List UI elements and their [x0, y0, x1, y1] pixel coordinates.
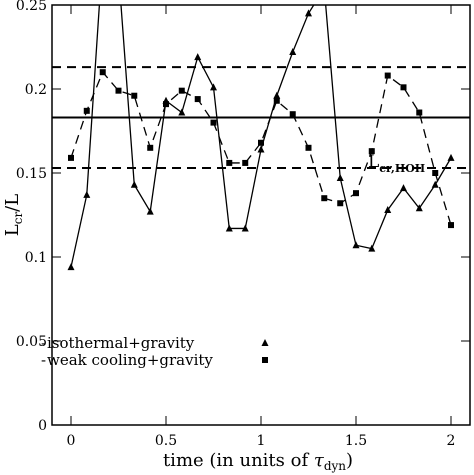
marker-square: [353, 190, 359, 197]
x-tick-label: 1.5: [345, 433, 367, 449]
legend-label: isothermal+gravity: [47, 334, 195, 352]
y-tick-label: 0.2: [25, 82, 47, 98]
marker-square: [321, 195, 328, 202]
marker-square: [305, 144, 312, 151]
marker-square: [262, 357, 268, 363]
marker-triangle: [336, 174, 344, 182]
marker-triangle: [83, 190, 91, 198]
marker-square: [131, 92, 138, 99]
marker-square: [416, 109, 423, 116]
marker-triangle: [194, 53, 202, 61]
marker-square: [178, 87, 185, 94]
y-tick-label: 0: [38, 418, 47, 434]
legend-dash: -: [41, 351, 46, 369]
y-tick-label: 0.1: [25, 250, 47, 266]
marker-triangle: [178, 108, 186, 116]
marker-square: [210, 119, 217, 126]
marker-triangle: [241, 224, 249, 232]
marker-triangle: [257, 145, 265, 153]
x-tick-label: 0: [67, 433, 76, 449]
y-tick-label: 0.15: [16, 166, 47, 182]
x-axis-label: time (in units of τdyn): [163, 450, 353, 473]
marker-square: [163, 101, 169, 108]
y-axis-label: Lcr/L: [2, 194, 25, 236]
x-tick-label: 1: [257, 433, 266, 449]
marker-square: [432, 170, 439, 176]
marker-square: [337, 200, 344, 207]
marker-triangle: [400, 184, 407, 192]
x-label-close: ): [346, 450, 353, 471]
marker-square: [68, 154, 74, 161]
series-line: [70, 5, 452, 268]
annotation-text: L: [368, 152, 379, 172]
marker-square: [83, 107, 90, 114]
marker-square: [147, 144, 154, 151]
marker-triangle: [447, 153, 455, 161]
marker-triangle: [225, 224, 233, 232]
y-tick-label: 0.05: [16, 334, 47, 350]
marker-square: [258, 139, 264, 146]
marker-square: [384, 72, 391, 79]
annotation: Lcr,HOII: [368, 152, 425, 175]
x-label-symbol: τ: [314, 450, 325, 471]
marker-triangle: [67, 263, 75, 271]
marker-square: [226, 159, 233, 166]
marker-square: [400, 84, 407, 91]
marker-triangle: [146, 207, 154, 215]
marker-square: [448, 222, 454, 229]
marker-triangle: [415, 204, 423, 212]
marker-square: [242, 159, 249, 166]
y-tick-label: 0.25: [16, 0, 47, 14]
marker-triangle: [289, 48, 297, 56]
marker-triangle: [261, 339, 269, 346]
marker-square: [99, 69, 106, 76]
marker-triangle: [431, 180, 439, 188]
x-label-text: time (in units of: [163, 450, 314, 471]
x-tick-label: 0.5: [155, 433, 177, 449]
x-label-sub: dyn: [324, 459, 346, 473]
marker-triangle: [352, 241, 360, 249]
y-label-sub: cr: [11, 212, 25, 225]
marker-square: [289, 111, 296, 118]
marker-triangle: [130, 180, 138, 188]
marker-square: [115, 87, 122, 94]
x-tick-label: 2: [447, 433, 456, 449]
marker-square: [194, 96, 201, 103]
marker-triangle: [273, 91, 281, 99]
y-label-rest: /L: [2, 194, 23, 212]
marker-square: [273, 97, 280, 104]
plot-area: [52, 5, 470, 271]
legend-label: weak cooling+gravity: [47, 351, 213, 369]
annotation-sub: cr,HOII: [379, 162, 425, 175]
marker-triangle: [384, 205, 392, 213]
marker-triangle: [368, 244, 376, 252]
marker-square: [368, 148, 375, 155]
marker-triangle: [210, 83, 217, 91]
legend-dash: -: [41, 334, 46, 352]
y-label-text: L: [2, 224, 23, 236]
marker-triangle: [305, 9, 312, 17]
